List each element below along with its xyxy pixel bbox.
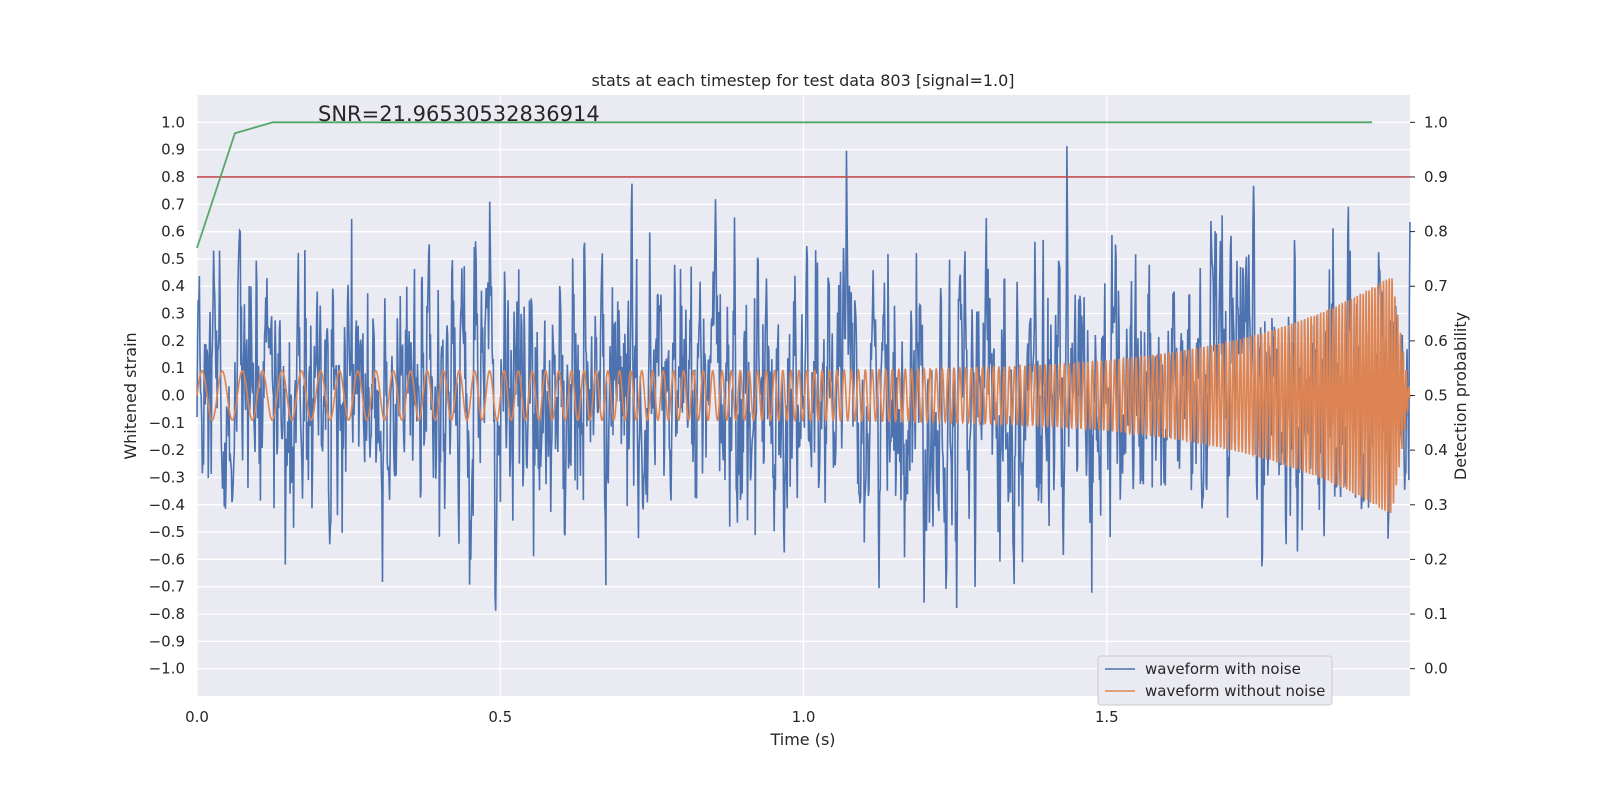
legend-label-waveform-with-noise: waveform with noise xyxy=(1145,660,1301,678)
y-tick-label: −0.2 xyxy=(149,441,185,459)
snr-annotation: SNR=21.96530532836914 xyxy=(318,102,600,126)
y-tick-label: 0.6 xyxy=(161,223,185,241)
y-tick-label: 0.2 xyxy=(161,332,185,350)
x-tick-label: 0.5 xyxy=(488,708,512,726)
y-right-axis-label: Detection probability xyxy=(1451,312,1470,480)
y-right-tick-label: 0.5 xyxy=(1424,387,1448,405)
legend-frame xyxy=(1097,655,1333,706)
y-tick-label: 0.7 xyxy=(161,195,185,213)
y-tick-label: 0.4 xyxy=(161,277,185,295)
y-axis-label: Whitened strain xyxy=(121,332,140,459)
series-waveform-with-noise xyxy=(196,146,1411,611)
y-right-tick-label: 0.2 xyxy=(1424,550,1448,568)
x-tick-label: 1.0 xyxy=(792,708,816,726)
y-tick-label: 0.1 xyxy=(161,359,185,377)
y-right-tick-label: 0.4 xyxy=(1424,441,1448,459)
series-layer xyxy=(196,121,1411,611)
chart-title: stats at each timestep for test data 803… xyxy=(591,71,1014,90)
y-tick-label: 1.0 xyxy=(161,113,185,131)
y-right-tick-label: 0.3 xyxy=(1424,496,1448,514)
y-tick-label: −0.1 xyxy=(149,414,185,432)
y-right-tick-label: 0.9 xyxy=(1424,168,1448,186)
y-right-tick-label: 0.1 xyxy=(1424,605,1448,623)
y-right-tick-label: 1.0 xyxy=(1424,113,1448,131)
y-tick-label: −0.5 xyxy=(149,523,185,541)
y-tick-label: −0.3 xyxy=(149,468,185,486)
y-tick-label: 0.0 xyxy=(161,387,185,405)
y-tick-label: −1.0 xyxy=(149,660,185,678)
y-tick-label: 0.3 xyxy=(161,305,185,323)
y-right-tick-label: 0.8 xyxy=(1424,223,1448,241)
x-axis-label: Time (s) xyxy=(769,730,835,749)
series-detection-probability xyxy=(196,121,1373,249)
y-tick-label: −0.6 xyxy=(149,550,185,568)
y-tick-label: −0.4 xyxy=(149,496,185,514)
series-waveform-without-noise xyxy=(196,278,1411,514)
tick-labels: 0.0 0.5 1.0 1.5 −1.0 −0.9 −0.8 −0.7 −0.6 −0.5 −0.4… xyxy=(149,113,1448,726)
y-right-tick-label: 0.6 xyxy=(1424,332,1448,350)
x-tick-label: 1.5 xyxy=(1095,708,1119,726)
y-tick-label: 0.8 xyxy=(161,168,185,186)
y-tick-label: −0.9 xyxy=(149,632,185,650)
legend-label-waveform-without-noise: waveform without noise xyxy=(1145,682,1325,700)
legend: waveform with noise waveform without noi… xyxy=(1097,655,1333,706)
y-right-tick-label: 0.7 xyxy=(1424,277,1448,295)
y-tick-label: −0.8 xyxy=(149,605,185,623)
x-tick-label: 0.0 xyxy=(185,708,209,726)
y-right-tick-label: 0.0 xyxy=(1424,660,1448,678)
y-tick-label: 0.5 xyxy=(161,250,185,268)
y-tick-label: −0.7 xyxy=(149,578,185,596)
y-tick-label: 0.9 xyxy=(161,141,185,159)
